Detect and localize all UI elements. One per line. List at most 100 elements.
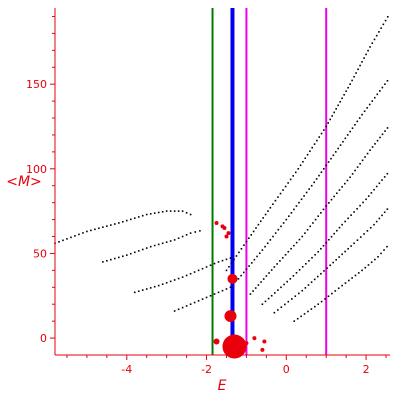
- data-point: [70, 236, 72, 239]
- data-point: [354, 274, 357, 277]
- data-point: [313, 305, 316, 308]
- data-point: [273, 311, 276, 314]
- data-point: [318, 174, 320, 177]
- data-point: [293, 320, 296, 322]
- data-point: [217, 291, 220, 294]
- data-point: [322, 208, 325, 211]
- data-point: [381, 86, 384, 89]
- data-point: [294, 171, 297, 174]
- data-point: [301, 235, 304, 238]
- data-point: [177, 308, 180, 311]
- data-point: [205, 266, 208, 268]
- data-point: [331, 115, 333, 117]
- data-point: [230, 262, 233, 264]
- data-point: [276, 263, 278, 265]
- data-point: [323, 129, 325, 131]
- data-point: [359, 64, 361, 67]
- data-point: [353, 242, 355, 245]
- data-point: [149, 287, 152, 289]
- data-point: [320, 300, 323, 303]
- data-point: [378, 182, 381, 185]
- data-point: [225, 288, 228, 290]
- highlight-point: [260, 347, 265, 352]
- data-point: [86, 230, 88, 233]
- x-axis-title: E: [218, 378, 227, 394]
- data-point: [177, 237, 180, 240]
- data-point: [314, 218, 317, 221]
- data-point: [320, 247, 322, 250]
- data-point: [173, 279, 176, 281]
- data-point: [256, 255, 258, 258]
- data-point: [364, 156, 366, 158]
- data-point: [322, 168, 325, 170]
- highlight-point: [252, 336, 257, 341]
- data-point: [293, 208, 295, 211]
- data-point: [145, 288, 148, 290]
- data-point: [351, 79, 353, 82]
- data-point: [297, 292, 300, 295]
- data-point: [299, 164, 302, 167]
- data-point: [363, 233, 365, 235]
- data-point: [365, 198, 367, 201]
- data-point: [290, 298, 293, 300]
- y-tick-label: 150: [26, 78, 47, 91]
- data-point: [173, 210, 176, 212]
- data-point: [329, 264, 331, 267]
- data-point: [264, 245, 266, 248]
- data-point: [217, 261, 220, 263]
- data-point: [375, 34, 378, 37]
- data-point: [378, 31, 380, 33]
- data-point: [359, 236, 362, 238]
- data-point: [295, 241, 298, 244]
- data-point: [114, 257, 116, 260]
- data-point: [264, 213, 267, 216]
- data-point: [314, 253, 316, 256]
- data-point: [194, 231, 197, 233]
- data-point: [357, 272, 360, 274]
- data-point: [347, 217, 349, 220]
- data-point: [264, 300, 267, 303]
- data-point: [375, 220, 378, 223]
- data-point: [344, 137, 347, 140]
- data-point: [320, 132, 323, 135]
- reference-lines: [211, 8, 328, 355]
- data-point: [303, 195, 305, 197]
- data-point: [141, 289, 144, 291]
- data-point: [363, 57, 365, 59]
- data-point: [257, 223, 260, 226]
- data-point: [359, 162, 361, 165]
- x-tick-label: -2: [201, 363, 212, 376]
- data-point: [362, 201, 364, 204]
- data-point: [221, 289, 224, 292]
- data-point: [325, 125, 327, 128]
- data-point: [350, 214, 352, 216]
- data-point: [304, 287, 307, 289]
- data-point: [281, 257, 284, 259]
- data-point: [153, 244, 156, 247]
- data-point: [356, 239, 359, 241]
- data-point: [129, 252, 132, 255]
- data-point: [185, 234, 188, 236]
- data-point: [265, 275, 268, 277]
- data-point: [137, 216, 140, 218]
- data-point: [118, 222, 120, 224]
- data-point: [364, 266, 367, 269]
- data-point: [177, 277, 180, 280]
- highlight-point: [224, 234, 229, 239]
- y-axis-title: <M>: [6, 174, 42, 190]
- data-point: [369, 46, 371, 48]
- data-point: [331, 292, 333, 295]
- data-point: [157, 211, 160, 214]
- data-point: [341, 284, 343, 287]
- data-point: [133, 291, 136, 294]
- data-point: [243, 244, 245, 246]
- data-point: [386, 245, 388, 248]
- highlight-point: [224, 310, 237, 323]
- data-point: [377, 256, 379, 258]
- data-point: [346, 179, 349, 182]
- data-point: [201, 298, 204, 300]
- data-point: [351, 127, 354, 129]
- highlight-point: [214, 220, 219, 225]
- data-point: [310, 281, 313, 284]
- data-point: [282, 222, 285, 224]
